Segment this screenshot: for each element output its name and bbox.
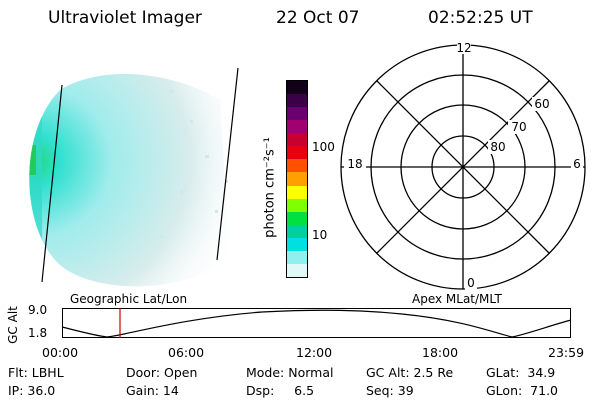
status-dsp: Dsp: 6.5 [246, 383, 315, 398]
colorbar-segment [287, 263, 307, 277]
mlt-label-6: 6 [573, 157, 581, 171]
lat-label-60: 60 [534, 97, 549, 111]
strip-x-tick-0600: 06:00 [168, 345, 205, 360]
altitude-curve [61, 309, 572, 338]
polar-plot: 12 18 6 0 60 70 80 [340, 41, 586, 290]
strip-y-tick-9: 9.0 [28, 303, 48, 317]
image-date: 22 Oct 07 [276, 8, 360, 28]
colorbar-segment [287, 211, 307, 225]
colorbar-tick-10: 10 [312, 228, 328, 242]
status-glat: GLat: 34.9 [486, 365, 556, 380]
colorbar-segment [287, 224, 307, 238]
strip-y-tick-1-8: 1.8 [28, 326, 48, 340]
polar-diagonal-2 [376, 80, 550, 254]
colorbar-segment [287, 146, 307, 160]
terminator-line-left [41, 84, 63, 283]
status-filter: Flt: LBHL [8, 365, 64, 380]
aurora-emission [29, 73, 231, 287]
colorbar-segment [287, 159, 307, 173]
colorbar-segment [287, 237, 307, 251]
mlt-label-12: 12 [456, 41, 471, 55]
strip-x-tick-1200: 12:00 [296, 345, 333, 360]
colorbar-segment [287, 250, 307, 264]
colorbar-segment [287, 94, 307, 108]
status-gain: Gain: 14 [126, 383, 179, 398]
colorbar-tick-100: 100 [312, 140, 335, 154]
lat-label-70: 70 [511, 120, 526, 134]
image-time: 02:52:25 UT [428, 8, 533, 28]
colorbar-segment [287, 107, 307, 121]
strip-title-apex: Apex MLat/MLT [412, 292, 502, 306]
status-seq: Seq: 39 [366, 383, 414, 398]
scatter-speckle [140, 80, 228, 238]
colorbar [286, 80, 308, 278]
colorbar-segment [287, 172, 307, 186]
strip-x-tick-1800: 18:00 [422, 345, 459, 360]
instrument-title: Ultraviolet Imager [48, 8, 202, 28]
altitude-strip [61, 308, 572, 338]
colorbar-segment [287, 81, 307, 95]
colorbar-segment [287, 120, 307, 134]
strip-y-axis-label: GC Alt [5, 306, 20, 344]
terminator-line-right [216, 67, 239, 261]
colorbar-unit-label: photon cm⁻²s⁻¹ [262, 137, 278, 238]
status-gc-alt: GC Alt: 2.5 Re [366, 365, 454, 380]
colorbar-segment [287, 185, 307, 199]
status-ip: IP: 36.0 [8, 383, 56, 398]
lat-label-80: 80 [490, 140, 505, 154]
strip-x-tick-2359: 23:59 [548, 345, 585, 360]
colorbar-segment [287, 198, 307, 212]
uv-image [29, 67, 239, 287]
strip-title-geographic: Geographic Lat/Lon [70, 292, 188, 306]
status-mode: Mode: Normal [246, 365, 334, 380]
mlt-label-0: 0 [467, 276, 475, 290]
mlt-label-18: 18 [347, 157, 362, 171]
status-glon: GLon: 71.0 [486, 383, 558, 398]
strip-x-tick-0000: 00:00 [42, 345, 79, 360]
colorbar-segment [287, 133, 307, 147]
status-door: Door: Open [126, 365, 198, 380]
